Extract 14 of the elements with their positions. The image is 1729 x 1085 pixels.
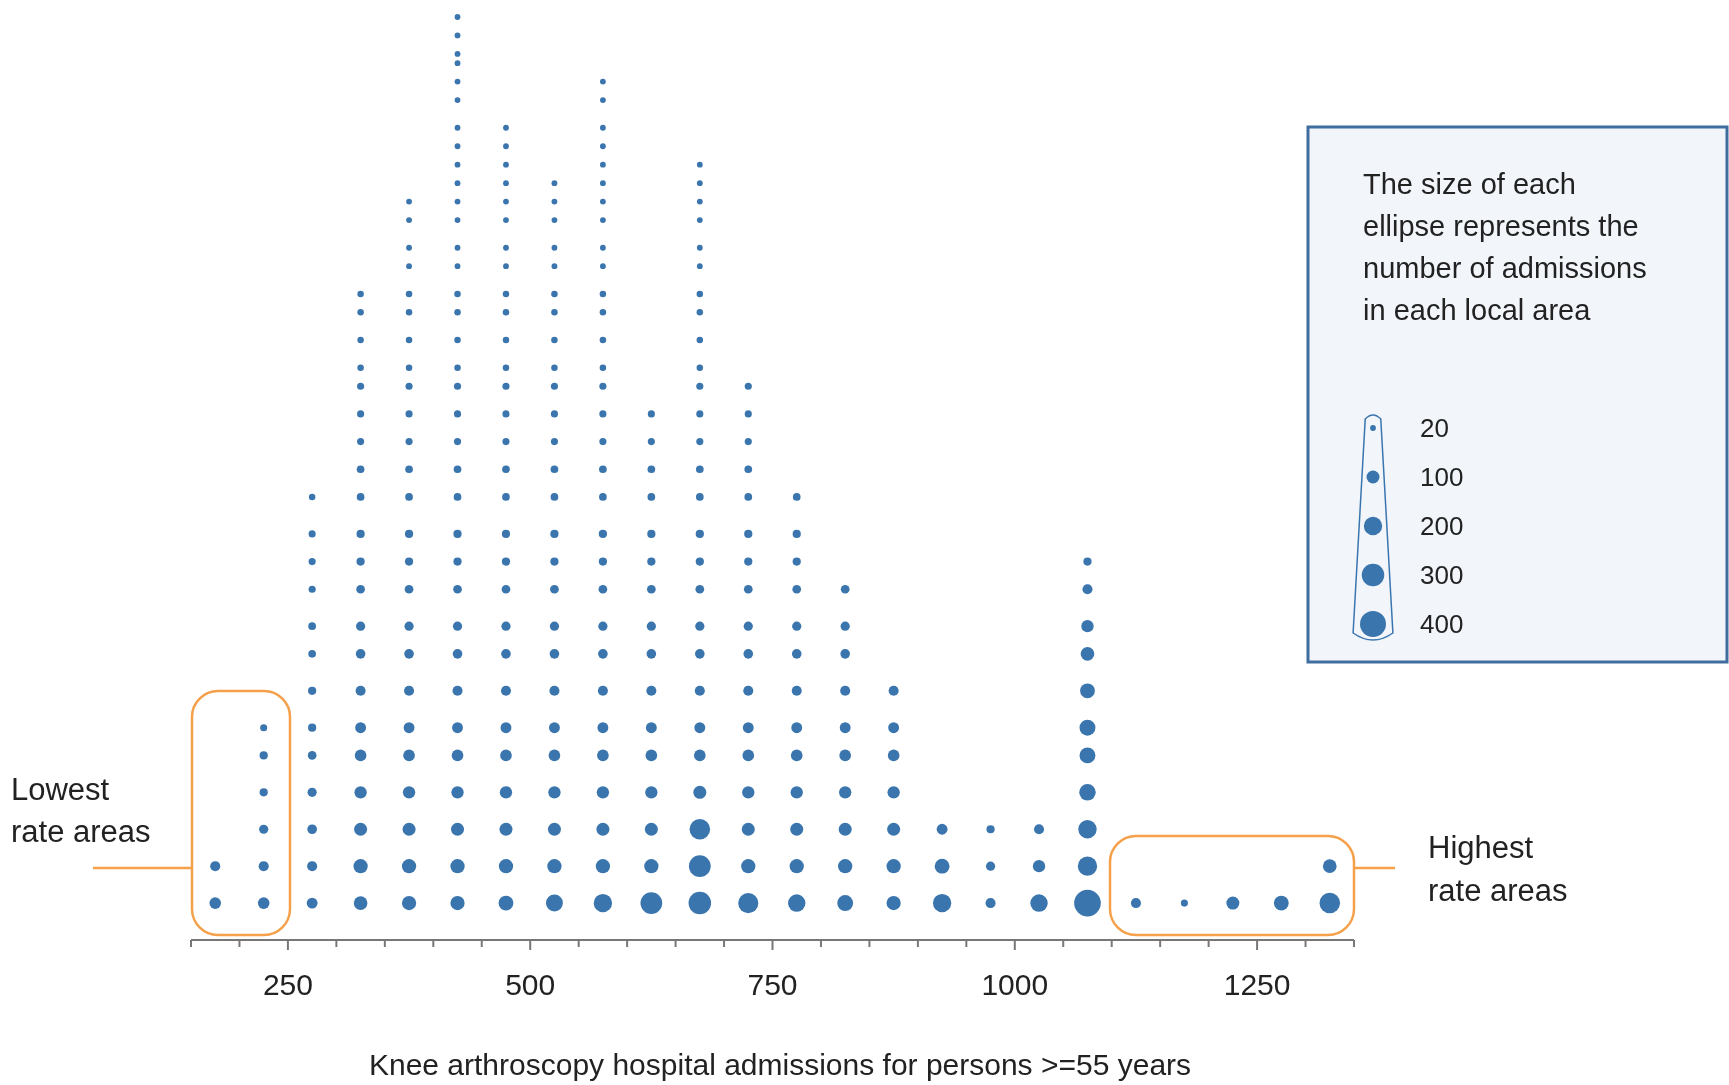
x-tick-label: 500 (505, 968, 556, 1001)
legend-title: The size of each ellipse represents the number of admissions in each local area (1363, 168, 1647, 326)
legend-label: 100 (1420, 462, 1464, 492)
legend-label: 300 (1420, 560, 1464, 590)
text: Lowest rate areas (11, 772, 151, 849)
x-tick-label: 250 (262, 968, 313, 1001)
legend-label: 200 (1420, 511, 1464, 541)
x-tick-label: 1250 (1223, 968, 1291, 1001)
x-tick-label: 1000 (981, 968, 1049, 1001)
text: Highest rate areas (1428, 830, 1568, 908)
x-axis-title: Knee arthroscopy hospital admissions for persons >=55 years (368, 1048, 1192, 1081)
x-tick-label: 750 (747, 968, 798, 1001)
legend-label: 20 (1420, 413, 1449, 443)
legend-label: 400 (1420, 609, 1464, 639)
